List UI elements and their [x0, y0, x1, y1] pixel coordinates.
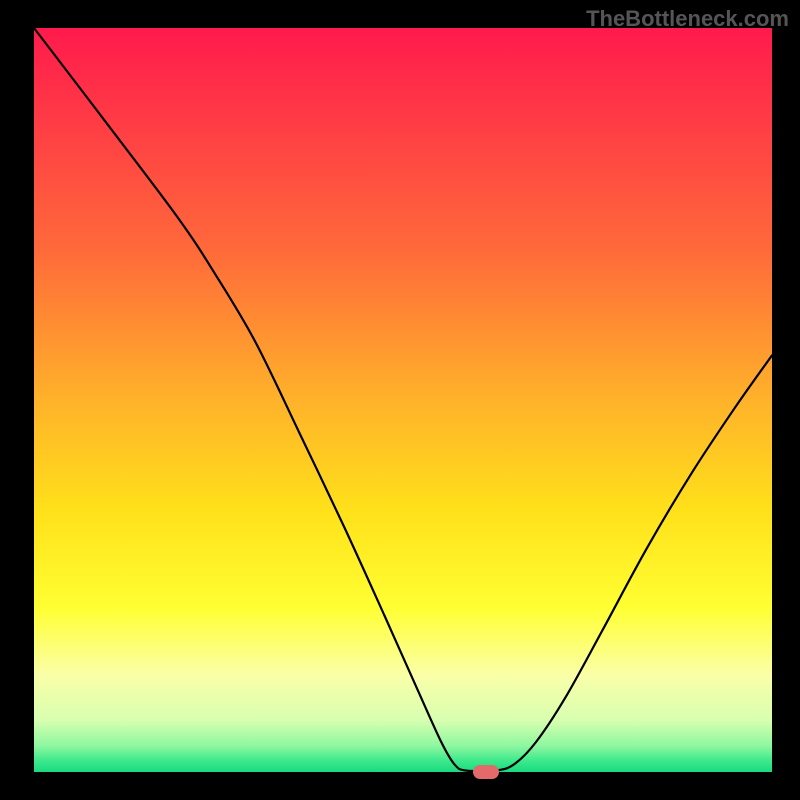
- plot-area: [34, 28, 772, 772]
- optimal-marker: [473, 765, 499, 779]
- chart-frame: TheBottleneck.com: [0, 0, 800, 800]
- watermark-text: TheBottleneck.com: [586, 6, 789, 32]
- gradient-background: [34, 28, 772, 772]
